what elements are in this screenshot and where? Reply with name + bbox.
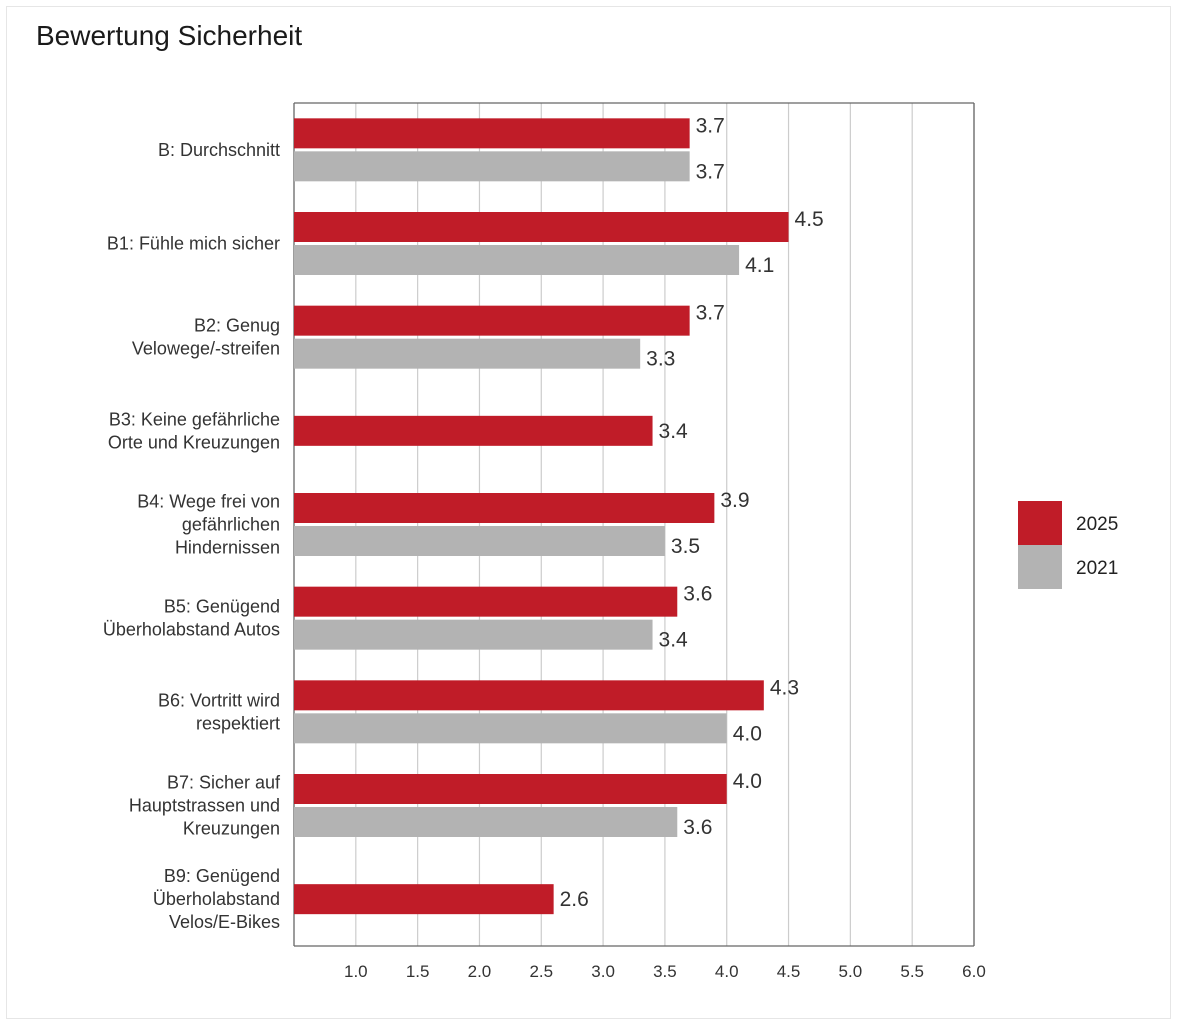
data-label-2021: 3.7 [696,160,725,183]
data-label-2025: 4.0 [733,770,762,793]
category-label: Überholabstand [153,889,280,909]
data-label-2025: 3.4 [659,420,689,443]
category-label: gefährlichen [182,515,280,535]
bar-2021 [294,526,665,556]
category-label: B4: Wege frei von [137,492,280,512]
category-label: B2: Genug [194,316,280,336]
category-label: B5: Genügend [164,597,280,617]
bar-2021 [294,151,690,182]
data-label-2021: 4.1 [745,254,774,277]
data-label-2021: 3.6 [683,816,712,839]
x-tick-label: 3.0 [591,962,615,981]
data-label-2025: 3.7 [696,114,725,137]
legend-swatch-2025[interactable] [1018,501,1062,545]
data-label-2021: 3.3 [646,348,675,371]
x-tick-label: 5.0 [839,962,863,981]
data-label-2025: 3.6 [683,583,712,606]
x-tick-label: 5.5 [900,962,924,981]
category-label: Kreuzungen [183,819,280,839]
x-tick-label: 6.0 [962,962,986,981]
bar-2025 [294,118,690,149]
data-label-2025: 3.9 [720,489,749,512]
bar-2025 [294,884,554,915]
bar-2025 [294,774,727,804]
bar-2025 [294,212,789,242]
data-label-2021: 3.5 [671,535,700,558]
category-label: respektiert [196,713,280,733]
category-label: B9: Genügend [164,866,280,886]
category-label: B: Durchschnitt [158,140,280,160]
x-tick-label: 1.5 [406,962,430,981]
bar-2025 [294,305,690,336]
bar-2021 [294,807,678,837]
bar-2025 [294,586,678,617]
category-label: B6: Vortritt wird [158,690,280,710]
chart-title: Bewertung Sicherheit [36,20,303,51]
category-label: B3: Keine gefährliche [109,409,280,429]
data-label-2021: 3.4 [659,629,689,652]
legend-label-2025[interactable]: 2025 [1076,514,1118,535]
data-label-2025: 2.6 [560,888,589,911]
category-label: Orte und Kreuzungen [108,432,280,452]
category-label: Überholabstand Autos [103,620,280,640]
category-label: B1: Fühle mich sicher [107,234,280,254]
x-tick-label: 2.5 [529,962,553,981]
bar-2021 [294,619,653,650]
category-label: Velowege/-streifen [132,339,280,359]
legend-label-2021[interactable]: 2021 [1076,558,1118,579]
category-label: Hauptstrassen und [129,796,280,816]
bar-2025 [294,493,715,523]
category-label: B7: Sicher auf [167,773,281,793]
bar-2025 [294,415,653,446]
data-label-2021: 4.0 [733,722,762,745]
data-label-2025: 3.7 [696,302,725,325]
plot-area [294,103,974,946]
x-tick-label: 4.0 [715,962,739,981]
legend-swatch-2021[interactable] [1018,545,1062,589]
x-tick-label: 3.5 [653,962,677,981]
category-label: Velos/E-Bikes [169,912,280,932]
data-label-2025: 4.3 [770,676,799,699]
x-tick-label: 4.5 [777,962,801,981]
bar-2021 [294,245,740,275]
data-label-2025: 4.5 [795,208,824,231]
x-tick-label: 1.0 [344,962,368,981]
bar-2021 [294,713,727,744]
x-tick-label: 2.0 [468,962,492,981]
bar-2025 [294,680,764,711]
category-label: Hindernissen [175,538,280,558]
bar-2021 [294,338,641,369]
